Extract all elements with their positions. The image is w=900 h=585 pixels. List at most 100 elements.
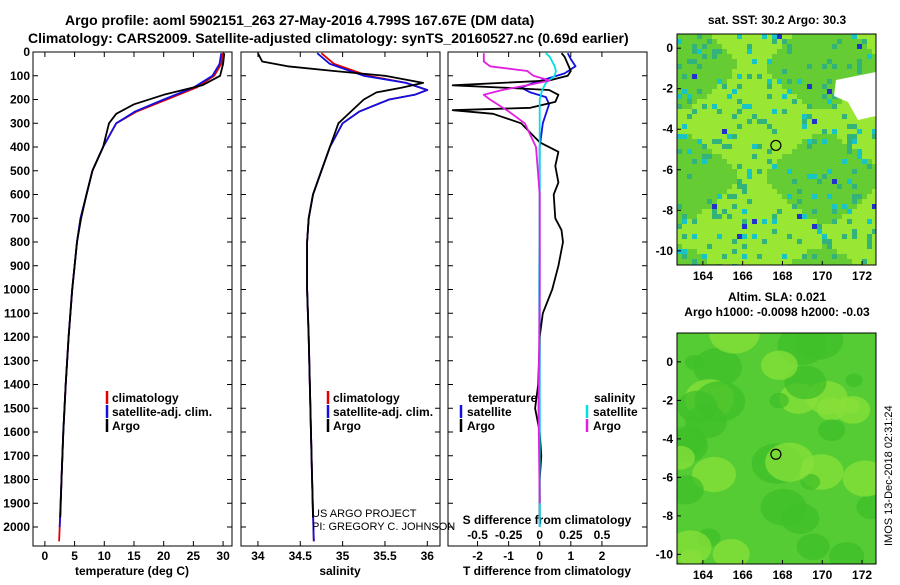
heatmap-cell xyxy=(757,184,762,189)
heatmap-cell xyxy=(797,34,802,39)
heatmap-cell xyxy=(762,64,767,69)
heatmap-cell xyxy=(747,174,752,179)
heatmap-cell xyxy=(817,99,822,104)
heatmap-cell xyxy=(792,259,797,264)
heatmap-cell xyxy=(727,129,732,134)
heatmap-cell xyxy=(792,139,797,144)
heatmap-cell xyxy=(797,229,802,234)
heatmap-cell xyxy=(777,214,782,219)
heatmap-cell xyxy=(687,254,692,259)
heatmap-cell xyxy=(787,194,792,199)
heatmap-cell xyxy=(842,49,847,54)
heatmap-cell xyxy=(737,199,742,204)
heatmap-cell xyxy=(872,194,876,199)
heatmap-cell xyxy=(817,34,822,39)
heatmap-cell xyxy=(747,124,752,129)
heatmap-cell xyxy=(867,44,872,49)
heatmap-cell xyxy=(682,84,687,89)
heatmap-cell xyxy=(777,159,782,164)
heatmap-cell xyxy=(732,139,737,144)
heatmap-cell xyxy=(862,129,867,134)
series-line-climatology xyxy=(306,52,429,542)
heatmap-cell xyxy=(782,59,787,64)
heatmap-cell xyxy=(697,204,702,209)
heatmap-cell xyxy=(872,214,876,219)
heatmap-cell xyxy=(682,199,687,204)
heatmap-cell xyxy=(807,214,812,219)
heatmap-cell xyxy=(852,199,857,204)
heatmap-cell xyxy=(762,239,767,244)
heatmap-cell xyxy=(717,59,722,64)
heatmap-cell xyxy=(707,59,712,64)
heatmap-cell xyxy=(807,154,812,159)
heatmap-cell xyxy=(807,94,812,99)
heatmap-cell xyxy=(822,144,827,149)
heatmap-cell xyxy=(717,189,722,194)
heatmap-cell xyxy=(717,244,722,249)
heatmap-cell xyxy=(732,169,737,174)
heatmap-cell xyxy=(822,189,827,194)
heatmap-cell xyxy=(827,169,832,174)
heatmap-cell xyxy=(807,239,812,244)
heatmap-cell xyxy=(762,79,767,84)
heatmap-cell xyxy=(867,229,872,234)
heatmap-cell xyxy=(737,164,742,169)
heatmap-cell xyxy=(782,224,787,229)
heatmap-cell xyxy=(832,254,837,259)
heatmap-cell xyxy=(677,249,682,254)
heatmap-cell xyxy=(682,224,687,229)
heatmap-cell xyxy=(742,49,747,54)
heatmap-cell xyxy=(797,149,802,154)
heatmap-cell xyxy=(732,59,737,64)
heatmap-cell xyxy=(747,144,752,149)
heatmap-cell xyxy=(812,49,817,54)
heatmap-cell xyxy=(782,204,787,209)
heatmap-cell xyxy=(732,34,737,39)
heatmap-cell xyxy=(842,239,847,244)
heatmap-cell xyxy=(752,99,757,104)
heatmap-cell xyxy=(817,219,822,224)
heatmap-cell xyxy=(817,144,822,149)
heatmap-cell xyxy=(752,219,757,224)
heatmap-cell xyxy=(817,54,822,59)
heatmap-cell xyxy=(742,94,747,99)
heatmap-cell xyxy=(782,199,787,204)
heatmap-cell xyxy=(677,119,682,124)
heatmap-cell xyxy=(717,44,722,49)
heatmap-cell xyxy=(717,94,722,99)
heatmap-cell xyxy=(737,69,742,74)
heatmap-cell xyxy=(847,164,852,169)
heatmap-cell xyxy=(752,79,757,84)
heatmap-cell xyxy=(702,144,707,149)
heatmap-cell xyxy=(782,234,787,239)
heatmap-cell xyxy=(737,84,742,89)
float-position-marker xyxy=(770,139,782,152)
heatmap-cell xyxy=(857,164,862,169)
heatmap-cell xyxy=(802,239,807,244)
heatmap-cell xyxy=(797,89,802,94)
heatmap-cell xyxy=(862,134,867,139)
heatmap-cell xyxy=(852,54,857,59)
heatmap-cell xyxy=(682,204,687,209)
heatmap-cell xyxy=(727,239,732,244)
heatmap-cell xyxy=(837,169,842,174)
heatmap-cell xyxy=(702,99,707,104)
heatmap-cell xyxy=(802,129,807,134)
heatmap-cell xyxy=(682,249,687,254)
heatmap-cell xyxy=(712,44,717,49)
heatmap-cell xyxy=(842,229,847,234)
heatmap-cell xyxy=(837,219,842,224)
heatmap-cell xyxy=(867,209,872,214)
heatmap-cell xyxy=(762,129,767,134)
heatmap-cell xyxy=(782,74,787,79)
heatmap-cell xyxy=(687,54,692,59)
heatmap-cell xyxy=(807,89,812,94)
heatmap-cell xyxy=(797,79,802,84)
heatmap-cell xyxy=(787,154,792,159)
heatmap-cell xyxy=(872,209,876,214)
heatmap-cell xyxy=(852,134,857,139)
heatmap-cell xyxy=(692,199,697,204)
heatmap-cell xyxy=(817,184,822,189)
heatmap-cell xyxy=(677,199,682,204)
heatmap-cell xyxy=(812,154,817,159)
